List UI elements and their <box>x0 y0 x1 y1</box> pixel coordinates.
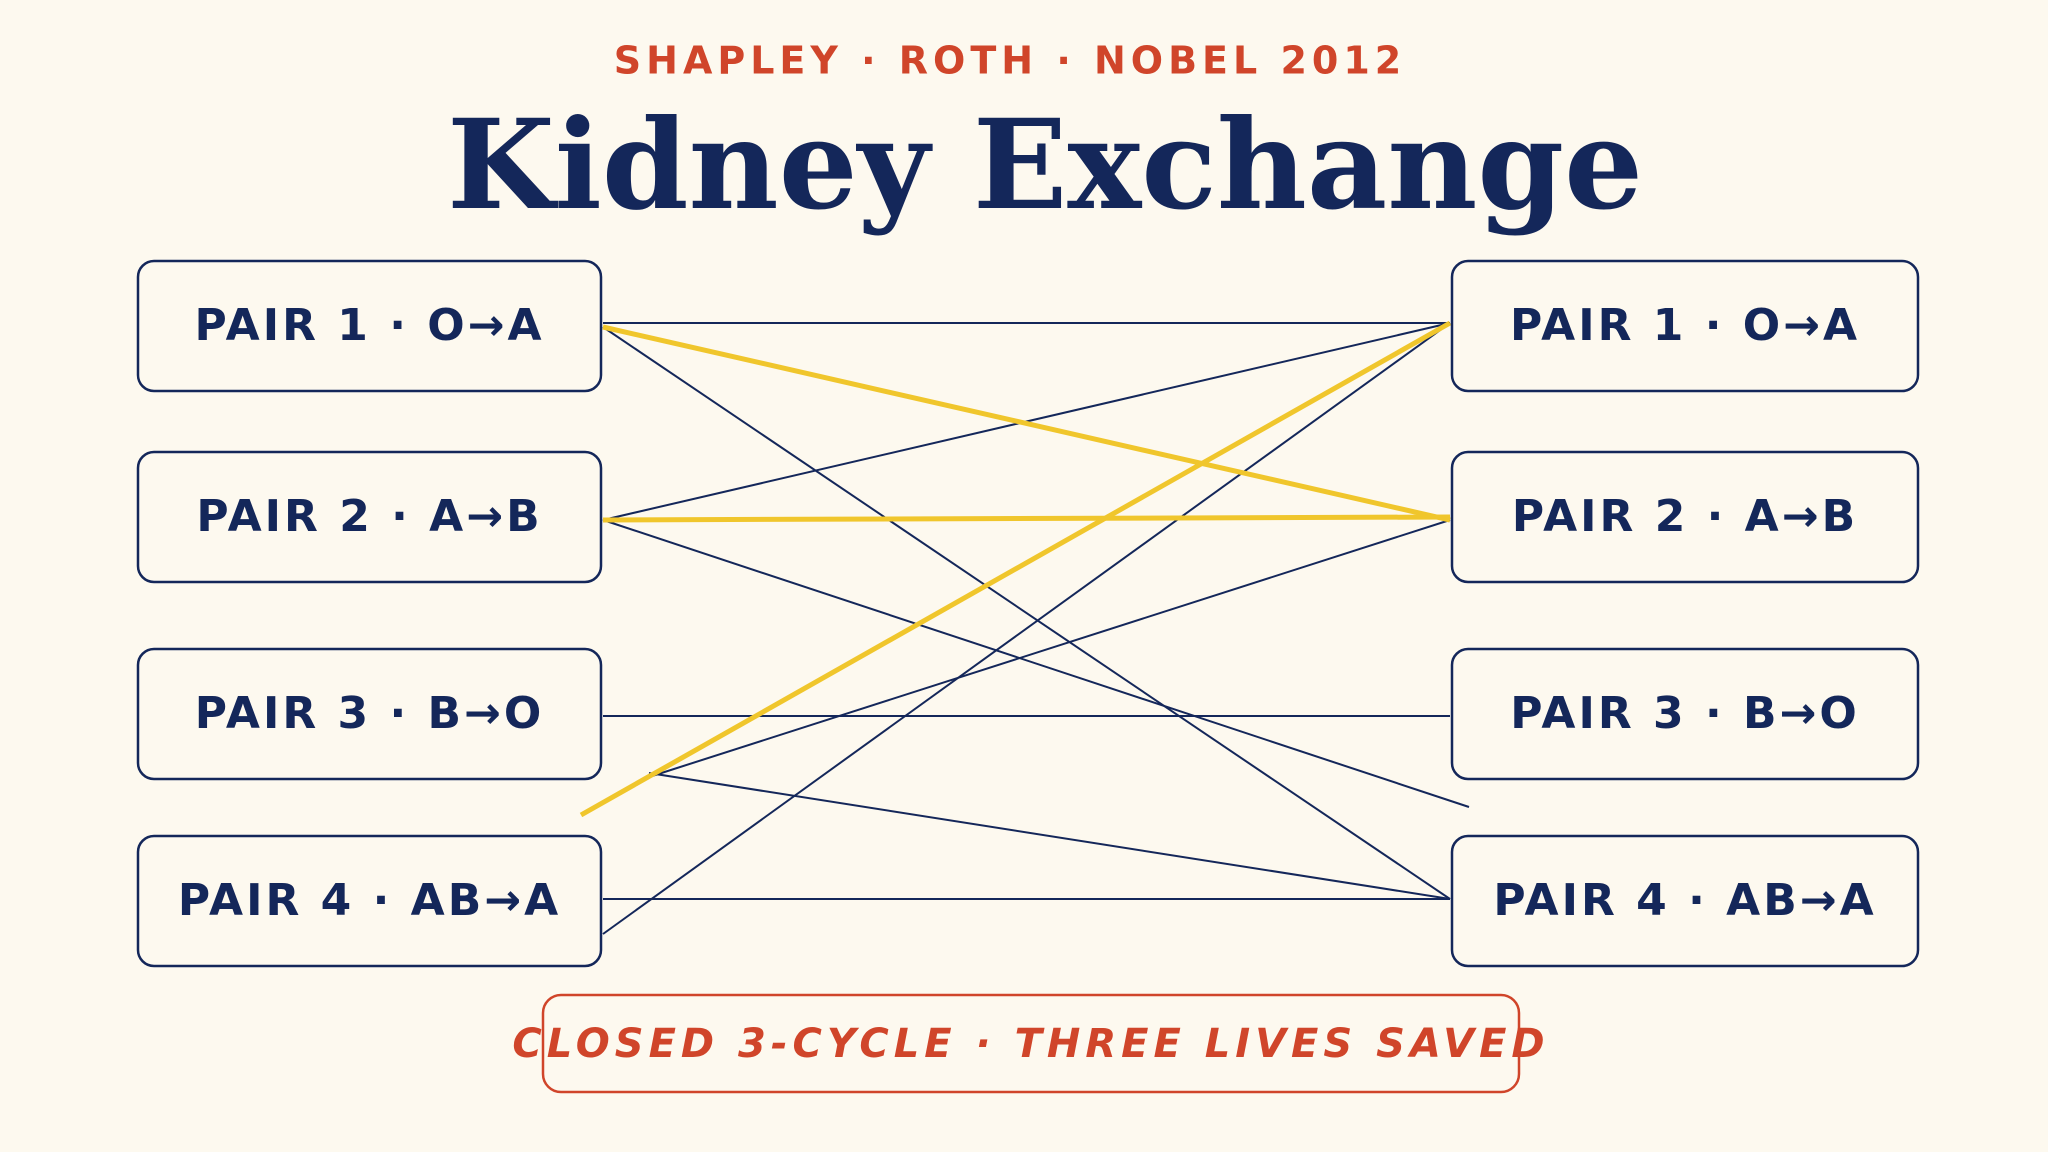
cycle-edge <box>579 320 1452 818</box>
node-box <box>1450 647 1920 781</box>
node-label: PAIR 3 · B→O <box>1510 688 1860 739</box>
cycle-edge <box>602 324 1451 523</box>
node-box <box>1450 450 1920 584</box>
left-column: PAIR 1 · O→A PAIR 2 · A→B PAIR 3 · B→O PAIR… <box>136 259 603 968</box>
node-box <box>1450 834 1920 968</box>
node-box <box>136 259 603 393</box>
footer-box <box>541 993 1521 1094</box>
node-box <box>136 647 603 781</box>
node-label: PAIR 1 · O→A <box>1510 300 1860 351</box>
cycle-edge <box>602 514 1451 523</box>
edge <box>602 326 1451 900</box>
node-box <box>136 834 603 968</box>
right-column: PAIR 1 · O→A PAIR 2 · A→B PAIR 3 · B→O PAIR… <box>1450 259 1920 968</box>
node-label: PAIR 3 · B→O <box>195 688 545 739</box>
node-label: PAIR 4 · AB→A <box>178 875 561 926</box>
node-label: PAIR 2 · A→B <box>1512 491 1858 542</box>
node-label: PAIR 1 · O→A <box>194 300 544 351</box>
footer: CLOSED 3-CYCLE · THREE LIVES SAVED <box>512 1021 1549 1067</box>
title: Kidney Exchange <box>447 93 1643 238</box>
edge <box>648 772 1451 900</box>
edge <box>602 322 1451 935</box>
kicker: SHAPLEY · ROTH · NOBEL 2012 <box>614 39 1406 83</box>
node-label: PAIR 4 · AB→A <box>1493 875 1876 926</box>
node-box <box>136 450 603 584</box>
edge <box>648 519 1451 778</box>
node-box <box>1450 259 1920 393</box>
node-label: PAIR 2 · A→B <box>196 491 542 542</box>
edge <box>602 519 1470 808</box>
edges <box>579 320 1470 935</box>
